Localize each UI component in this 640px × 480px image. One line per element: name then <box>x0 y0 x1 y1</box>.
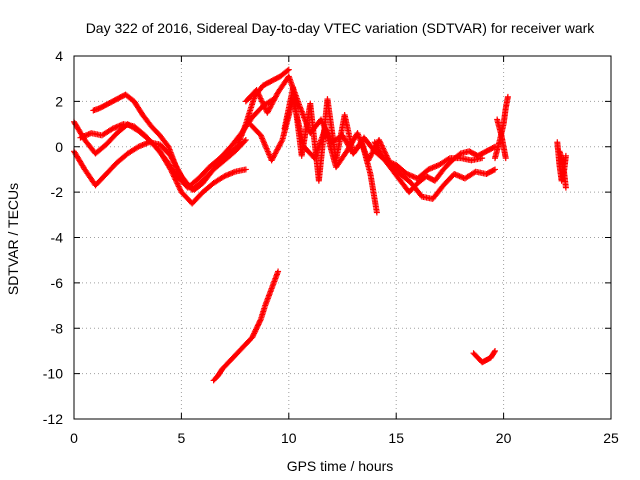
x-tick-label: 5 <box>178 430 186 446</box>
y-axis-label: SDTVAR / TECUs <box>5 183 21 295</box>
series-track-12 <box>556 148 569 177</box>
y-tick-label: 0 <box>55 139 63 155</box>
x-tick-label: 20 <box>496 430 512 446</box>
y-tick-label: -2 <box>51 184 64 200</box>
data-point <box>257 317 264 324</box>
series-track-14 <box>470 347 499 366</box>
x-tick-label: 25 <box>603 430 619 446</box>
series-track-7 <box>371 139 499 196</box>
data-point <box>504 93 511 100</box>
y-tick-label: -4 <box>51 230 64 246</box>
data-point <box>492 166 499 173</box>
y-tick-label: -8 <box>51 320 64 336</box>
data-point <box>275 268 282 275</box>
data-point <box>490 167 497 174</box>
data-point <box>502 155 509 162</box>
grid-lines <box>74 56 611 419</box>
y-tick-label: -10 <box>43 366 63 382</box>
y-tick-label: -6 <box>51 275 64 291</box>
data-point <box>285 66 292 73</box>
chart-title: Day 322 of 2016, Sidereal Day-to-day VTE… <box>86 20 596 36</box>
x-tick-label: 0 <box>70 430 78 446</box>
data-point <box>491 349 498 356</box>
axis-ticks: 0 5 10 15 20 25 -12 -10 -8 -6 -4 -2 0 2 4 <box>43 48 619 446</box>
y-tick-label: 2 <box>55 93 63 109</box>
data-point <box>242 136 249 143</box>
y-tick-label: 4 <box>55 48 63 64</box>
data-point <box>278 138 285 145</box>
series-track-13 <box>210 268 282 384</box>
series-track-10 <box>494 116 509 162</box>
series-track-2 <box>71 136 249 193</box>
data-point <box>242 166 249 173</box>
data-point <box>373 209 380 216</box>
y-tick-label: -12 <box>43 411 63 427</box>
data-point <box>456 151 463 158</box>
series-track-11 <box>554 139 569 191</box>
x-axis-label: GPS time / hours <box>287 458 394 474</box>
series-track-8 <box>281 84 380 216</box>
data-points <box>71 66 569 384</box>
data-point <box>562 184 569 191</box>
data-point <box>284 67 291 74</box>
x-tick-label: 10 <box>281 430 297 446</box>
data-point <box>492 347 499 354</box>
data-point <box>241 138 248 145</box>
x-tick-label: 15 <box>388 430 404 446</box>
data-point <box>562 152 569 159</box>
data-point <box>479 155 486 162</box>
